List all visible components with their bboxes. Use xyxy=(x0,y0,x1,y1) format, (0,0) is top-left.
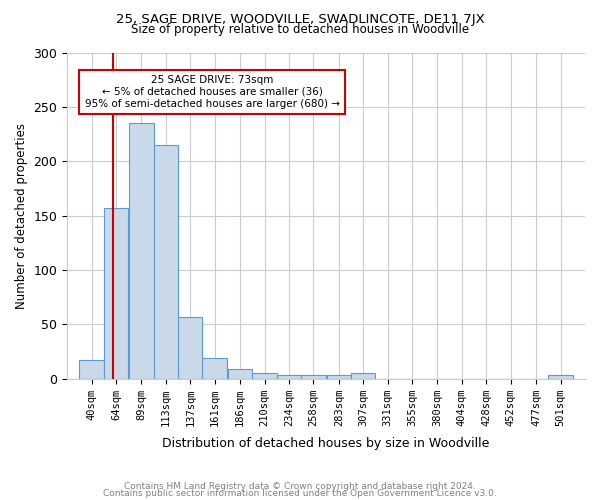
Bar xyxy=(548,376,573,378)
Bar xyxy=(253,373,277,378)
Text: Contains public sector information licensed under the Open Government Licence v3: Contains public sector information licen… xyxy=(103,488,497,498)
Bar xyxy=(202,358,227,378)
Bar xyxy=(129,123,154,378)
Bar xyxy=(79,360,104,378)
Text: 25, SAGE DRIVE, WOODVILLE, SWADLINCOTE, DE11 7JX: 25, SAGE DRIVE, WOODVILLE, SWADLINCOTE, … xyxy=(116,12,484,26)
Bar xyxy=(104,208,128,378)
Y-axis label: Number of detached properties: Number of detached properties xyxy=(15,122,28,308)
Bar xyxy=(301,376,326,378)
Bar xyxy=(277,376,301,378)
Bar xyxy=(326,376,351,378)
Text: Contains HM Land Registry data © Crown copyright and database right 2024.: Contains HM Land Registry data © Crown c… xyxy=(124,482,476,491)
Bar xyxy=(228,369,253,378)
X-axis label: Distribution of detached houses by size in Woodville: Distribution of detached houses by size … xyxy=(163,437,490,450)
Bar xyxy=(351,373,376,378)
Text: 25 SAGE DRIVE: 73sqm
← 5% of detached houses are smaller (36)
95% of semi-detach: 25 SAGE DRIVE: 73sqm ← 5% of detached ho… xyxy=(85,76,340,108)
Bar xyxy=(154,145,178,378)
Bar xyxy=(178,316,202,378)
Text: Size of property relative to detached houses in Woodville: Size of property relative to detached ho… xyxy=(131,22,469,36)
